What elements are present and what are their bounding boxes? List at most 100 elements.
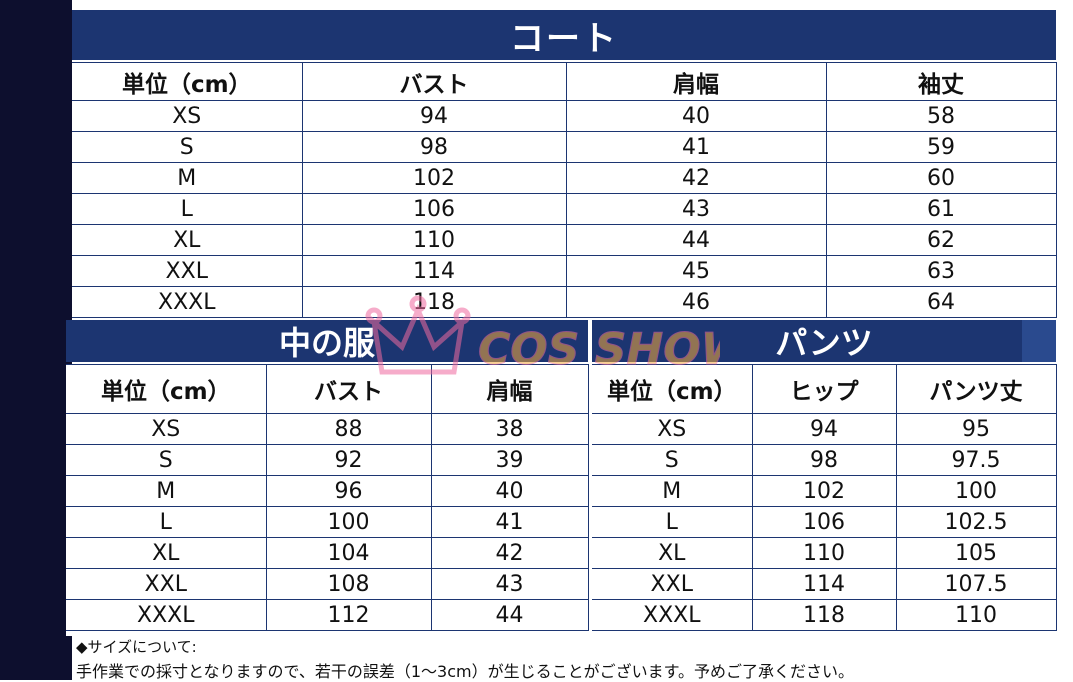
table-row: XL 110 44 62 xyxy=(72,224,1057,256)
measurement-cell: 118 xyxy=(751,599,897,631)
size-label-cell: M xyxy=(66,475,267,507)
inner-header-cell: 単位（cm） xyxy=(66,364,267,414)
size-label-cell: XS xyxy=(592,413,753,445)
size-label-cell: XXXL xyxy=(72,286,303,318)
pants-header-cell: パンツ丈 xyxy=(895,364,1057,414)
measurement-cell: 95 xyxy=(895,413,1057,445)
table-row: XXXL 118 110 xyxy=(592,599,1057,631)
measurement-cell: 38 xyxy=(430,413,589,445)
table-row: L 106 43 61 xyxy=(72,193,1057,225)
measurement-cell: 64 xyxy=(825,286,1057,318)
inner-header-cell: バスト xyxy=(265,364,432,414)
measurement-cell: 102 xyxy=(301,162,567,194)
measurement-cell: 41 xyxy=(430,506,589,538)
size-label-cell: XS xyxy=(72,100,303,132)
table-row: S 92 39 xyxy=(66,444,589,476)
measurement-cell: 105 xyxy=(895,537,1057,569)
size-label-cell: L xyxy=(72,193,303,225)
size-label-cell: XXL xyxy=(66,568,267,600)
pants-body: XS 94 95 S 98 97.5 M 102 100 L 106 102.5 XL 110 105 XXL… xyxy=(592,413,1057,631)
measurement-cell: 40 xyxy=(430,475,589,507)
coat-size-table: 単位（cm） バスト 肩幅 袖丈 XS 94 40 58 S 98 41 59 M 102 42 60 L 10… xyxy=(72,62,1057,318)
measurement-cell: 58 xyxy=(825,100,1057,132)
table-row: XS 94 40 58 xyxy=(72,100,1057,132)
size-note-heading: ◆サイズについて: xyxy=(76,638,197,656)
measurement-cell: 108 xyxy=(265,568,432,600)
size-label-cell: S xyxy=(66,444,267,476)
size-label-cell: XXL xyxy=(72,255,303,287)
measurement-cell: 98 xyxy=(301,131,567,163)
table-row: M 102 100 xyxy=(592,475,1057,507)
measurement-cell: 98 xyxy=(751,444,897,476)
pants-title-accent xyxy=(1022,320,1056,362)
size-label-cell: XL xyxy=(592,537,753,569)
inner-header-row: 単位（cm） バスト 肩幅 xyxy=(66,364,589,414)
measurement-cell: 40 xyxy=(565,100,827,132)
size-label-cell: XXXL xyxy=(592,599,753,631)
table-row: XL 110 105 xyxy=(592,537,1057,569)
table-row: XS 94 95 xyxy=(592,413,1057,445)
inner-section-title: 中の服 xyxy=(66,320,588,362)
coat-header-row: 単位（cm） バスト 肩幅 袖丈 xyxy=(72,62,1057,101)
measurement-cell: 62 xyxy=(825,224,1057,256)
measurement-cell: 110 xyxy=(301,224,567,256)
measurement-cell: 92 xyxy=(265,444,432,476)
measurement-cell: 102.5 xyxy=(895,506,1057,538)
pants-header-cell: ヒップ xyxy=(751,364,897,414)
measurement-cell: 61 xyxy=(825,193,1057,225)
table-row: XXXL 112 44 xyxy=(66,599,589,631)
coat-section-title: コート xyxy=(72,10,1056,60)
measurement-cell: 102 xyxy=(751,475,897,507)
coat-header-cell: 肩幅 xyxy=(565,62,827,101)
measurement-cell: 46 xyxy=(565,286,827,318)
size-label-cell: XXXL xyxy=(66,599,267,631)
measurement-cell: 110 xyxy=(751,537,897,569)
measurement-cell: 114 xyxy=(751,568,897,600)
size-label-cell: M xyxy=(592,475,753,507)
size-label-cell: XS xyxy=(66,413,267,445)
size-label-cell: XL xyxy=(66,537,267,569)
measurement-cell: 41 xyxy=(565,131,827,163)
table-row: S 98 41 59 xyxy=(72,131,1057,163)
size-label-cell: XL xyxy=(72,224,303,256)
measurement-cell: 44 xyxy=(565,224,827,256)
table-row: XS 88 38 xyxy=(66,413,589,445)
measurement-cell: 45 xyxy=(565,255,827,287)
coat-header-cell: 単位（cm） xyxy=(72,62,303,101)
table-row: L 106 102.5 xyxy=(592,506,1057,538)
measurement-cell: 94 xyxy=(751,413,897,445)
size-note-body: 手作業での採寸となりますので、若干の誤差（1～3cm）が生じることがございます。… xyxy=(76,662,855,681)
inner-header-cell: 肩幅 xyxy=(430,364,589,414)
measurement-cell: 106 xyxy=(751,506,897,538)
table-row: XXL 108 43 xyxy=(66,568,589,600)
measurement-cell: 88 xyxy=(265,413,432,445)
measurement-cell: 43 xyxy=(430,568,589,600)
size-label-cell: L xyxy=(66,506,267,538)
table-row: L 100 41 xyxy=(66,506,589,538)
table-row: XXL 114 45 63 xyxy=(72,255,1057,287)
pants-header-row: 単位（cm） ヒップ パンツ丈 xyxy=(592,364,1057,414)
measurement-cell: 94 xyxy=(301,100,567,132)
measurement-cell: 44 xyxy=(430,599,589,631)
table-row: XXXL 118 46 64 xyxy=(72,286,1057,318)
measurement-cell: 97.5 xyxy=(895,444,1057,476)
size-label-cell: S xyxy=(72,131,303,163)
measurement-cell: 110 xyxy=(895,599,1057,631)
measurement-cell: 60 xyxy=(825,162,1057,194)
top-strip xyxy=(72,0,1073,8)
pants-size-table: 単位（cm） ヒップ パンツ丈 XS 94 95 S 98 97.5 M 102 100 L 106 10… xyxy=(592,364,1057,631)
measurement-cell: 112 xyxy=(265,599,432,631)
measurement-cell: 42 xyxy=(430,537,589,569)
coat-header-cell: バスト xyxy=(301,62,567,101)
measurement-cell: 39 xyxy=(430,444,589,476)
coat-header-cell: 袖丈 xyxy=(825,62,1057,101)
size-label-cell: L xyxy=(592,506,753,538)
left-background-band xyxy=(0,0,72,680)
measurement-cell: 43 xyxy=(565,193,827,225)
inner-size-table: 単位（cm） バスト 肩幅 XS 88 38 S 92 39 M 96 40 L 100 41 XL 104 4… xyxy=(66,364,589,631)
coat-body: XS 94 40 58 S 98 41 59 M 102 42 60 L 106 43 61 XL 110 44 62… xyxy=(72,100,1057,318)
measurement-cell: 63 xyxy=(825,255,1057,287)
table-row: S 98 97.5 xyxy=(592,444,1057,476)
measurement-cell: 42 xyxy=(565,162,827,194)
table-row: M 102 42 60 xyxy=(72,162,1057,194)
